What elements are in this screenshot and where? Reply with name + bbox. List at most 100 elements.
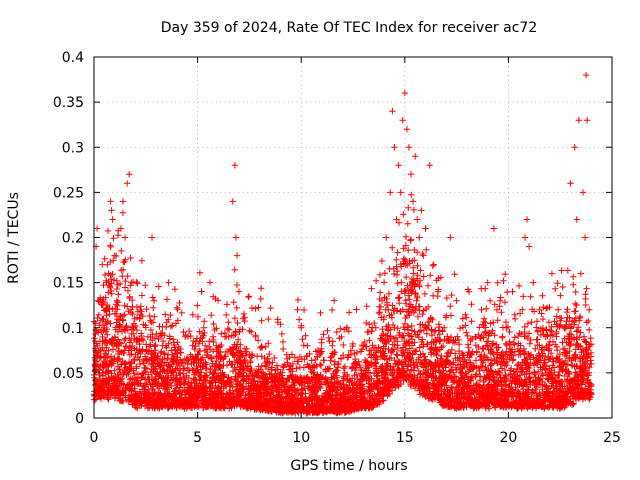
data-point <box>414 363 421 370</box>
data-point <box>411 328 418 335</box>
data-point <box>102 306 109 313</box>
data-points <box>90 71 595 417</box>
data-point <box>419 311 426 318</box>
data-point <box>576 357 584 365</box>
data-point <box>398 279 405 286</box>
data-point <box>130 356 138 363</box>
data-point <box>143 341 150 348</box>
data-point <box>139 370 146 377</box>
data-point <box>183 355 190 362</box>
data-point <box>573 328 580 335</box>
data-point <box>443 371 451 378</box>
data-point <box>300 379 308 387</box>
data-point <box>130 330 137 337</box>
data-point <box>482 363 489 371</box>
data-point <box>587 349 595 357</box>
data-point <box>154 383 162 390</box>
data-point <box>124 326 131 334</box>
data-point <box>371 352 379 359</box>
data-point <box>469 364 477 372</box>
data-point <box>130 369 138 377</box>
data-point <box>408 322 415 330</box>
data-point <box>572 369 579 376</box>
data-point <box>438 352 445 360</box>
data-point <box>575 324 582 331</box>
data-point <box>410 347 418 354</box>
data-point <box>415 356 422 363</box>
data-point <box>506 383 513 391</box>
data-point <box>557 380 564 387</box>
data-point <box>131 357 138 365</box>
data-point <box>327 391 334 398</box>
data-point <box>506 345 513 352</box>
data-point <box>380 330 387 338</box>
data-point <box>394 342 401 349</box>
data-point <box>134 371 142 378</box>
data-point <box>541 382 549 389</box>
data-point <box>119 370 127 378</box>
data-point <box>229 367 237 375</box>
data-point <box>408 283 416 291</box>
data-point <box>406 296 413 303</box>
data-point <box>289 396 297 403</box>
data-point <box>401 320 409 327</box>
data-point <box>416 344 423 351</box>
data-point <box>121 284 129 291</box>
data-point <box>447 387 454 394</box>
data-point <box>168 382 175 390</box>
data-point <box>473 348 480 355</box>
data-point <box>536 342 543 349</box>
data-point <box>121 336 128 344</box>
data-point <box>403 273 410 281</box>
data-point <box>415 367 422 375</box>
data-point <box>472 342 480 349</box>
data-point <box>445 349 452 356</box>
data-point <box>126 386 134 393</box>
data-point <box>480 378 487 386</box>
data-point <box>139 374 147 381</box>
data-point <box>448 366 456 373</box>
data-point <box>204 374 211 381</box>
data-point <box>188 353 196 360</box>
data-point <box>245 391 252 399</box>
data-point <box>109 360 117 367</box>
data-point <box>526 352 533 359</box>
data-point <box>401 352 408 360</box>
data-point <box>402 286 410 294</box>
data-point <box>393 351 400 358</box>
data-point <box>389 341 396 348</box>
data-point <box>213 357 220 365</box>
data-point <box>428 332 436 339</box>
data-point <box>136 340 143 348</box>
data-point <box>478 363 486 370</box>
data-point <box>92 345 99 352</box>
data-point <box>513 387 521 394</box>
data-point <box>485 346 492 354</box>
data-point <box>123 322 130 330</box>
data-point <box>475 364 482 372</box>
data-point <box>479 345 486 353</box>
data-point <box>413 297 420 304</box>
data-point <box>391 356 398 364</box>
data-point <box>192 384 199 392</box>
data-point <box>227 347 234 354</box>
data-point <box>482 342 490 349</box>
data-point <box>476 377 484 384</box>
data-point <box>394 352 401 359</box>
data-point <box>417 351 424 358</box>
chart-title: Day 359 of 2024, Rate Of TEC Index for r… <box>161 20 537 36</box>
data-point <box>136 360 144 368</box>
data-point <box>398 334 406 341</box>
data-point <box>566 330 573 338</box>
data-point <box>407 361 414 368</box>
data-point <box>439 342 447 350</box>
data-point <box>515 361 522 368</box>
data-point <box>212 405 219 412</box>
data-point <box>488 361 496 368</box>
data-point <box>115 291 122 298</box>
data-point <box>452 364 459 371</box>
data-point <box>411 362 418 369</box>
data-point <box>520 345 528 353</box>
data-point <box>498 365 506 372</box>
